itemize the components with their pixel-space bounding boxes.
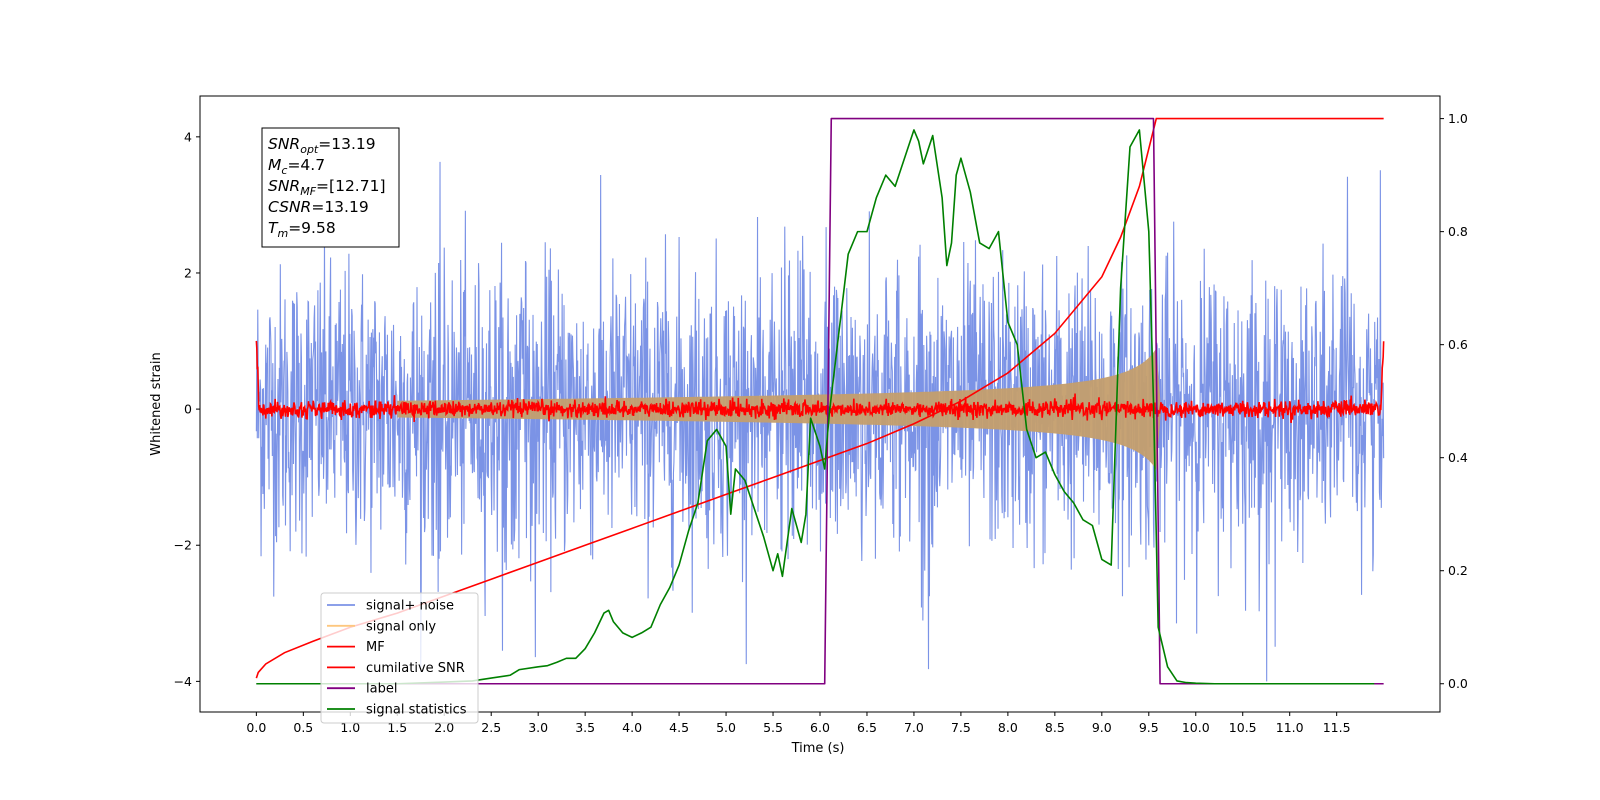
- x-tick-label: 11.0: [1276, 720, 1304, 735]
- y-left-tick-label: 2: [184, 265, 192, 280]
- x-tick-label: 0.5: [293, 720, 313, 735]
- y-left-tick-label: −4: [174, 674, 192, 689]
- series-mf-line: [255, 340, 1385, 424]
- y-right-tick-label: 0.0: [1448, 676, 1468, 691]
- x-tick-label: 2.5: [481, 720, 501, 735]
- x-tick-label: 3.0: [528, 720, 548, 735]
- x-tick-label: 10.0: [1182, 720, 1210, 735]
- legend-entry-label: signal+ noise: [366, 599, 454, 614]
- y-right-tick-label: 1.0: [1448, 111, 1468, 126]
- x-tick-label: 6.5: [857, 720, 877, 735]
- x-tick-label: 6.0: [810, 720, 830, 735]
- y-right-tick-label: 0.4: [1448, 450, 1468, 465]
- annotation-line: Tm=9.58: [268, 219, 336, 240]
- y-axis-label: Whitened strain: [149, 352, 164, 455]
- x-tick-label: 4.5: [669, 720, 689, 735]
- x-tick-label: 5.0: [716, 720, 736, 735]
- y-left-tick-label: 0: [184, 402, 192, 417]
- x-tick-label: 5.5: [763, 720, 783, 735]
- x-tick-label: 8.0: [998, 720, 1018, 735]
- legend: signal+ noise signal only MF cumilative SNR…: [320, 592, 479, 724]
- x-tick-label: 9.0: [1092, 720, 1112, 735]
- x-tick-label: 7.0: [904, 720, 924, 735]
- x-tick-label: 10.5: [1229, 720, 1257, 735]
- y-left-tick-label: 4: [184, 129, 192, 144]
- legend-entry-label: signal only: [366, 619, 436, 634]
- annotation-line: SNRopt=13.19: [268, 135, 376, 156]
- annotation-box: SNRopt=13.19Mc=4.7SNRMF=[12.71]CSNR=13.1…: [261, 127, 400, 248]
- legend-entry-label: label: [366, 682, 397, 697]
- legend-entry-label: signal statistics: [366, 703, 467, 718]
- y-right-tick-label: 0.8: [1448, 224, 1468, 239]
- y-right-axis-ticks: 1.0 0.8 0.6 0.4 0.2 0.0: [1440, 111, 1468, 691]
- x-tick-label: 3.5: [575, 720, 595, 735]
- annotation-line: SNRMF=[12.71]: [268, 177, 386, 198]
- series-signal-statistics-line: [256, 129, 1375, 685]
- x-axis-ticks: 0.0 0.5 1.0 1.5 2.0 2.5 3.0 3.5 4.0 4.5 5.0 5.5 6.0 6…: [246, 712, 1351, 735]
- x-tick-label: 8.5: [1045, 720, 1065, 735]
- x-tick-label: 7.5: [951, 720, 971, 735]
- x-tick-label: 11.5: [1323, 720, 1351, 735]
- x-tick-label: 1.0: [340, 720, 360, 735]
- series-signal-noise-line: [255, 161, 1385, 682]
- x-tick-label: 0.0: [246, 720, 266, 735]
- x-axis-label: Time (s): [791, 741, 845, 756]
- annotation-frame: [261, 127, 400, 248]
- x-tick-label: 1.5: [387, 720, 407, 735]
- annotation-line: CSNR=13.19: [268, 198, 369, 216]
- x-tick-label: 2.0: [434, 720, 454, 735]
- y-right-tick-label: 0.6: [1448, 337, 1468, 352]
- y-left-axis-ticks: 4 2 0 −2 −4: [174, 129, 200, 689]
- legend-entry-label: cumilative SNR: [366, 661, 465, 676]
- annotation-line: Mc=4.7: [268, 156, 325, 177]
- legend-entry-label: MF: [366, 640, 385, 655]
- y-right-tick-label: 0.2: [1448, 563, 1468, 578]
- x-tick-label: 4.0: [622, 720, 642, 735]
- legend-frame: [320, 592, 479, 724]
- x-tick-label: 9.5: [1139, 720, 1159, 735]
- y-left-tick-label: −2: [174, 538, 192, 553]
